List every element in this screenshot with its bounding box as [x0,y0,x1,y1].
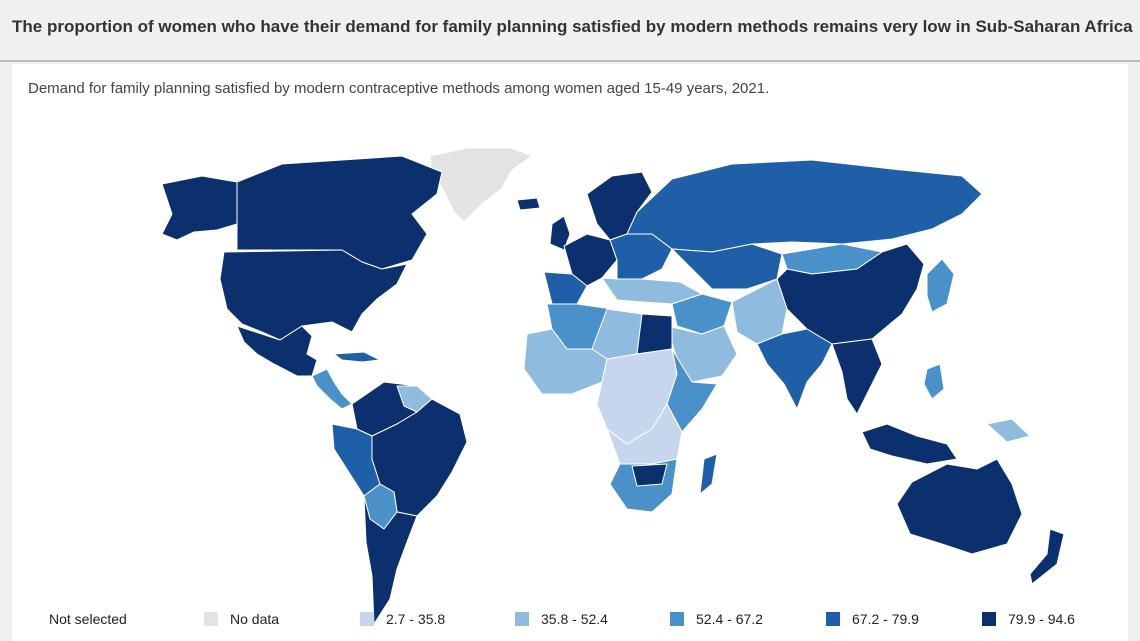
legend-not-selected[interactable]: Not selected [49,608,127,630]
legend-bin-1-label: 2.7 - 35.8 [386,611,446,627]
legend-bin-2[interactable]: 35.8 - 52.4 [515,608,608,630]
region-central-america[interactable] [311,368,353,410]
legend-bin-4-label: 67.2 - 79.9 [852,611,919,627]
region-japan-korea[interactable] [926,258,955,313]
region-new-zealand[interactable] [1029,528,1065,585]
legend-bin-4-swatch [826,612,840,626]
legend-bin-3-label: 52.4 - 67.2 [696,611,763,627]
page-title: The proportion of women who have their d… [12,17,1133,36]
legend-no-data[interactable]: No data [204,608,279,630]
region-indonesia[interactable] [861,423,958,465]
legend-bin-3-swatch [670,612,684,626]
region-mexico[interactable] [236,325,318,377]
region-uk[interactable] [549,215,571,251]
legend-bin-3[interactable]: 52.4 - 67.2 [670,608,763,630]
region-iceland[interactable] [516,197,541,211]
region-greenland[interactable] [429,147,533,223]
region-argentina-chile[interactable] [363,495,418,625]
legend-no-data-swatch [204,612,218,626]
region-caribbean[interactable] [333,351,381,363]
region-iberia[interactable] [543,271,588,305]
region-india[interactable] [756,328,833,410]
region-russia[interactable] [626,159,983,253]
region-canada[interactable] [236,155,443,270]
legend-bin-1-swatch [360,612,374,626]
legend-bin-5-swatch [982,612,996,626]
region-philippines[interactable] [923,363,945,400]
region-alaska[interactable] [161,175,238,241]
legend-bin-2-swatch [515,612,529,626]
region-east-africa[interactable] [666,348,718,433]
world-map [161,147,1065,625]
map-subtitle: Demand for family planning satisfied by … [28,80,770,97]
legend-bin-4[interactable]: 67.2 - 79.9 [826,608,919,630]
map-legend: Not selected No data 2.7 - 35.8 35.8 - 5… [12,608,1128,630]
region-central-asia[interactable] [671,243,783,290]
region-australia[interactable] [896,458,1023,555]
map-panel: Demand for family planning satisfied by … [12,64,1128,641]
header-bar: The proportion of women who have their d… [0,0,1140,62]
legend-bin-1[interactable]: 2.7 - 35.8 [360,608,445,630]
legend-bin-2-label: 35.8 - 52.4 [541,611,608,627]
region-madagascar[interactable] [699,453,718,495]
legend-bin-5[interactable]: 79.9 - 94.6 [982,608,1075,630]
region-papua-new-guinea[interactable] [986,418,1031,443]
region-southeast-asia[interactable] [831,338,883,415]
legend-no-data-label: No data [230,611,280,627]
region-egypt[interactable] [636,313,673,355]
legend-bin-5-label: 79.9 - 94.6 [1008,611,1075,627]
legend-not-selected-label: Not selected [49,611,127,627]
region-united-states[interactable] [219,249,408,341]
region-zambia-zimbabwe[interactable] [631,463,668,487]
